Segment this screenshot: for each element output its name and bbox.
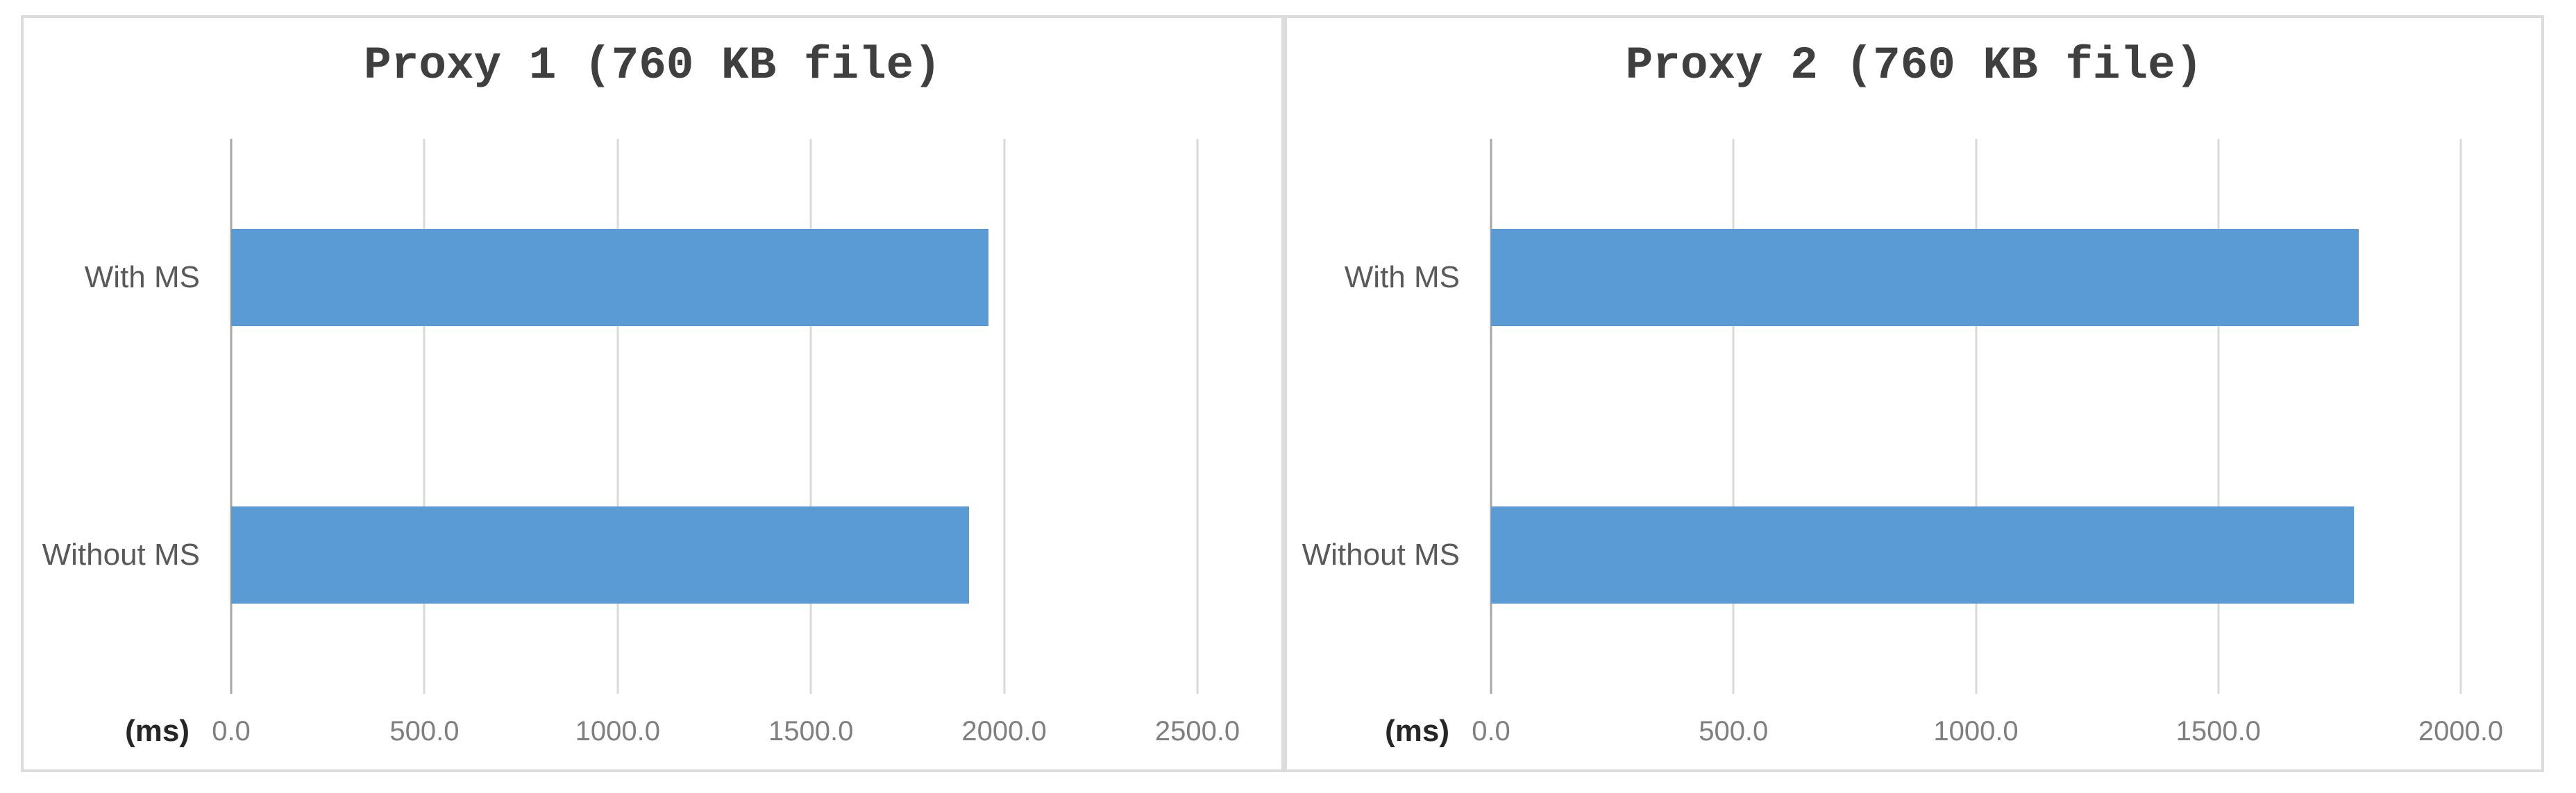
gridline: [1003, 139, 1006, 694]
x-tick-label: 1000.0: [575, 716, 660, 747]
axis-unit-label: (ms): [1385, 714, 1449, 748]
gridline: [2217, 139, 2220, 694]
bar-with-ms: [231, 229, 989, 326]
y-axis-line: [230, 139, 233, 694]
bar-row: [1491, 416, 2461, 694]
x-tick-label: 1500.0: [2175, 716, 2261, 747]
x-tick-label: 0.0: [212, 716, 251, 747]
x-tick-label: 1000.0: [1933, 716, 2019, 747]
category-labels: With MS Without MS: [1287, 139, 1460, 694]
x-tick-label: 0.0: [1472, 716, 1510, 747]
x-tick-label: 2000.0: [2418, 716, 2504, 747]
x-axis-ticks: 0.0 500.0 1000.0 1500.0 2000.0 2500.0: [212, 715, 1240, 748]
gridline: [809, 139, 812, 694]
category-label: With MS: [84, 260, 200, 294]
bars: [231, 139, 1197, 694]
y-axis-line: [1490, 139, 1492, 694]
bar-without-ms: [231, 506, 970, 604]
x-tick-label: 2000.0: [961, 716, 1047, 747]
plot-area: [230, 139, 1199, 694]
chart-panel-proxy-2: Proxy 2 (760 KB file) With MS Without MS …: [1284, 15, 2544, 772]
x-tick-label: 1500.0: [768, 716, 854, 747]
gridline: [616, 139, 619, 694]
axis-unit-label: (ms): [125, 714, 190, 748]
bar-row: [231, 139, 1197, 416]
bar-without-ms: [1491, 506, 2355, 604]
chart-title: Proxy 1 (760 KB file): [364, 40, 941, 92]
gridline: [1196, 139, 1199, 694]
bar-row: [1491, 139, 2461, 416]
x-tick-label: 2500.0: [1154, 716, 1240, 747]
gridline: [423, 139, 426, 694]
x-tick-label: 500.0: [1699, 716, 1769, 747]
category-label: Without MS: [42, 538, 200, 572]
bars: [1491, 139, 2461, 694]
bar-row: [231, 416, 1197, 694]
chart-title: Proxy 2 (760 KB file): [1625, 40, 2203, 92]
gridline: [2459, 139, 2462, 694]
category-label: Without MS: [1302, 538, 1460, 572]
category-labels: With MS Without MS: [24, 139, 200, 694]
x-tick-label: 500.0: [389, 716, 460, 747]
category-label: With MS: [1344, 260, 1460, 294]
bar-with-ms: [1491, 229, 2359, 326]
plot-area: [1490, 139, 2462, 694]
chart-panel-proxy-1: Proxy 1 (760 KB file) With MS Without MS …: [21, 15, 1284, 772]
gridline: [1975, 139, 1977, 694]
gridline: [1732, 139, 1735, 694]
x-axis-ticks: 0.0 500.0 1000.0 1500.0 2000.0: [1472, 715, 2503, 748]
